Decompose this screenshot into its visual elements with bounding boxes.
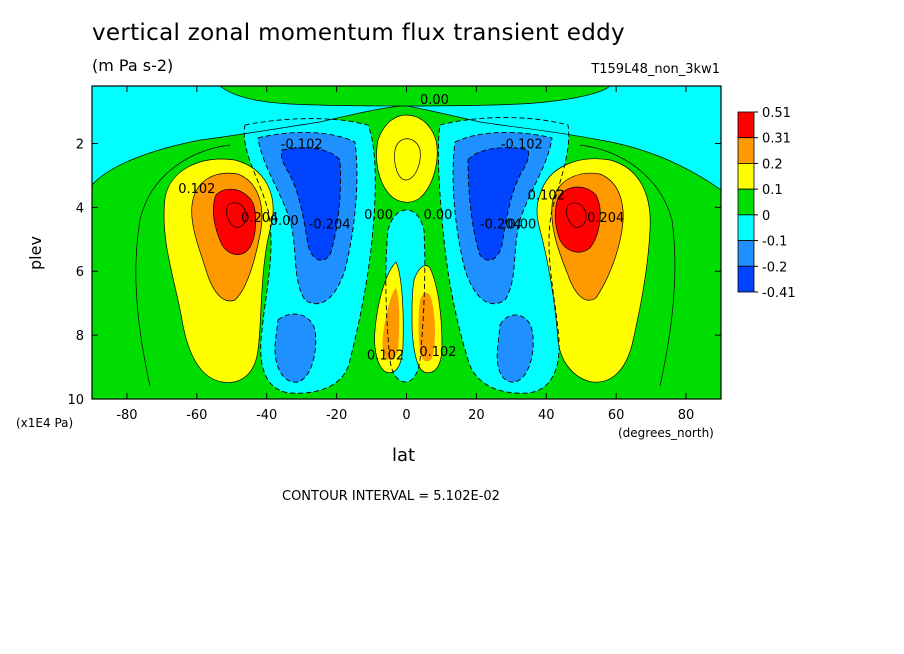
colorbar-swatch — [737, 137, 755, 164]
center-lower-left-core — [382, 288, 400, 360]
x-tick-label: -80 — [116, 408, 137, 423]
contour-label: 0.00 — [507, 217, 536, 232]
band-top-positive — [220, 86, 610, 106]
contour-line — [394, 138, 421, 181]
contour-label: -0.102 — [501, 137, 543, 152]
contour-line — [226, 202, 247, 228]
x-axis-units: (degrees_north) — [618, 426, 714, 440]
colorbar-label: 0.2 — [762, 157, 783, 172]
colorbar-swatch — [737, 265, 755, 293]
y-tick-label: 2 — [76, 137, 84, 152]
contour-line — [437, 117, 570, 394]
x-tick-label: 0 — [402, 408, 410, 423]
run-name: T159L48_non_3kw1 — [591, 62, 720, 77]
contour-label: -0.204 — [309, 217, 351, 232]
left-min-core — [281, 147, 341, 261]
x-tick-label: 60 — [608, 408, 625, 423]
contour-line — [405, 105, 721, 191]
center-upper-positive — [376, 115, 438, 203]
contour-label: 0.204 — [587, 211, 624, 226]
contour-label: 0.204 — [241, 211, 278, 226]
contour-label: 0.102 — [178, 182, 215, 197]
contour-label: 0.00 — [364, 208, 393, 223]
colorbar-label: -0.2 — [762, 260, 787, 275]
colorbar: 0.51 0.31 0.2 0.1 0 -0.1 -0.2 -0.41 — [737, 106, 796, 301]
chart-units: (m Pa s-2) — [92, 56, 174, 75]
left-lower-negative-core — [274, 314, 316, 383]
contour-line — [554, 186, 601, 253]
x-tick-label: 40 — [538, 408, 555, 423]
contour-line — [385, 209, 426, 383]
contour-line — [452, 131, 553, 305]
y-axis: 2 4 6 8 10 — [67, 137, 721, 408]
contour-label: 0.102 — [528, 189, 565, 204]
colorbar-swatch — [737, 188, 755, 216]
contour-lines — [92, 86, 721, 387]
x-tick-label: -40 — [256, 408, 277, 423]
y-tick-label: 10 — [67, 393, 84, 408]
colorbar-label: -0.1 — [762, 235, 787, 250]
contour-line — [467, 147, 529, 261]
contour-label: 0.102 — [419, 345, 456, 360]
band-upper-negative — [92, 86, 721, 190]
right-positive-red — [555, 187, 601, 253]
y-tick-label: 6 — [76, 265, 84, 280]
x-tick-label: 80 — [678, 408, 695, 423]
contour-line — [213, 188, 257, 255]
y-axis-units: (x1E4 Pa) — [16, 416, 74, 430]
center-lower-right-core — [418, 292, 435, 362]
x-tick-label: 20 — [468, 408, 485, 423]
contour-line — [191, 172, 263, 302]
y-tick-label: 8 — [76, 329, 84, 344]
colorbar-label: 0.1 — [762, 183, 783, 198]
contour-line — [376, 114, 438, 203]
contour-line — [566, 202, 587, 228]
contour-label: 0.00 — [270, 214, 299, 229]
colorbar-label: -0.41 — [762, 286, 796, 301]
contour-label: 0.102 — [367, 348, 404, 363]
contour-label: 0.00 — [420, 93, 449, 108]
colorbar-label: 0.31 — [762, 132, 791, 147]
left-positive-red — [213, 189, 256, 255]
colorbar-swatch — [737, 111, 755, 139]
contour-line — [135, 144, 231, 387]
colorbar-swatch — [737, 240, 755, 267]
right-min-core — [468, 147, 529, 261]
contour-line — [243, 118, 376, 394]
contour-line — [274, 313, 317, 383]
colorbar-swatch — [737, 214, 755, 241]
x-tick-label: -20 — [326, 408, 347, 423]
contour-line — [551, 172, 624, 301]
chart-title: vertical zonal momentum flux transient e… — [92, 20, 625, 46]
contour-line — [219, 86, 611, 107]
x-axis: -80 -60 -40 -20 0 20 40 60 80 — [116, 86, 694, 423]
contour-label: 0.00 — [423, 208, 452, 223]
contour-line — [92, 105, 401, 186]
right-lower-negative-core — [497, 314, 534, 383]
contour-line — [374, 261, 404, 373]
contour-line — [281, 147, 341, 261]
contour-label: -0.204 — [480, 217, 522, 232]
contour-interval: CONTOUR INTERVAL = 5.102E-02 — [282, 489, 500, 504]
negative-contours — [243, 117, 570, 394]
contour-line — [536, 158, 651, 383]
contour-line — [411, 265, 443, 373]
y-tick-label: 4 — [76, 201, 84, 216]
colorbar-swatch — [737, 163, 755, 190]
x-tick-label: -60 — [186, 408, 207, 423]
contour-line — [163, 158, 274, 383]
contour-line — [579, 144, 676, 387]
x-axis-label: lat — [392, 445, 416, 466]
colorbar-label: 0 — [762, 209, 770, 224]
colorbar-label: 0.51 — [762, 106, 791, 121]
contour-label: -0.102 — [281, 137, 323, 152]
